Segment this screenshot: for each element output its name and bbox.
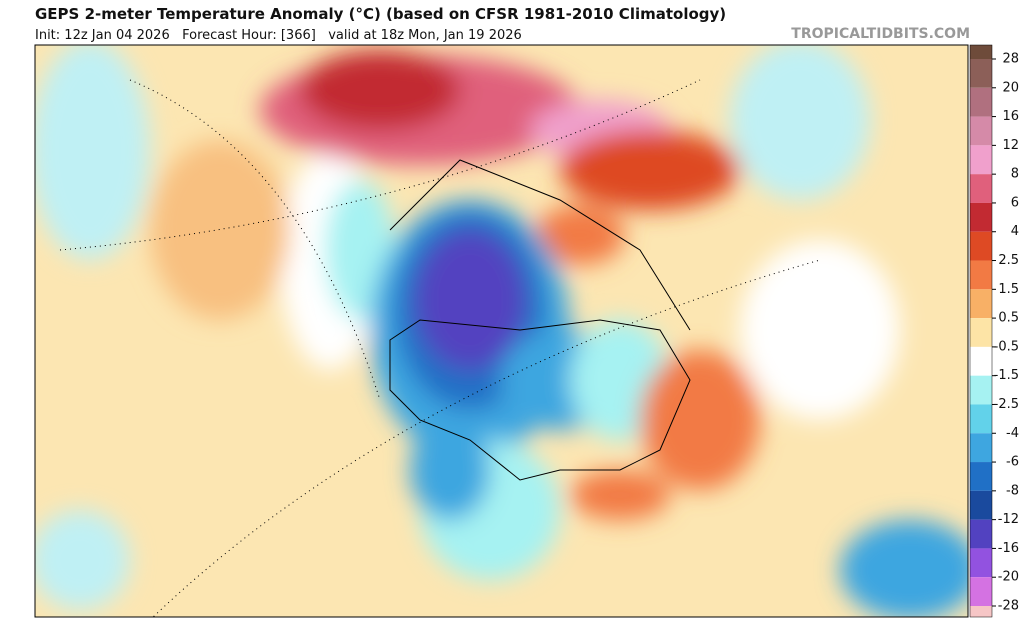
colorbar-label: 12: [1002, 138, 1019, 153]
title: GEPS 2-meter Temperature Anomaly (°C) (b…: [35, 5, 726, 23]
color-band: [970, 59, 992, 88]
color-band: [970, 433, 992, 463]
colorbar-label: -20: [998, 570, 1019, 585]
color-band: [970, 260, 992, 290]
colorbar-label: -1.5: [994, 368, 1019, 383]
color-band: [970, 577, 992, 606]
color-band: [970, 231, 992, 261]
colorbar-frame: [969, 44, 993, 618]
color-band: [970, 404, 992, 434]
colorbar-label: -4: [1006, 426, 1019, 441]
colorbar-label: 0.5: [998, 311, 1019, 326]
color-band: [970, 145, 992, 175]
map-frame: [34, 44, 969, 618]
color-band: [970, 318, 992, 347]
color-band: [970, 548, 992, 578]
colorbar-label: -6: [1006, 455, 1019, 470]
color-band: [970, 116, 992, 146]
color-band: [970, 490, 992, 520]
colorbar-label: -12: [998, 512, 1019, 527]
color-band: [970, 289, 992, 319]
colorbar-label: -28: [998, 599, 1019, 614]
color-band: [970, 87, 992, 117]
colorbar-label: 4: [1011, 224, 1019, 239]
color-band: [970, 174, 992, 203]
color-band: [970, 346, 992, 376]
colorbar-label: 28: [1002, 52, 1019, 67]
colorbar: 28 20 16 12 8 6 4 2.5 1.5 0.5 -0.5 -1.5 -2.5 -4 -6 -8 -1…: [969, 44, 1019, 618]
color-band: [970, 519, 992, 549]
colorbar-label: 20: [1002, 80, 1019, 95]
color-band: [970, 45, 992, 59]
colorbar-label: -8: [1006, 483, 1019, 498]
colorbar-label: 8: [1011, 167, 1019, 182]
colorbar-label: 6: [1011, 195, 1019, 210]
colorbar-label: 16: [1002, 109, 1019, 124]
colorbar-label: -2.5: [994, 397, 1019, 412]
colorbar-label: 1.5: [998, 282, 1019, 297]
color-band: [970, 606, 992, 617]
color-band: [970, 202, 992, 232]
colorbar-label: 2.5: [998, 253, 1019, 268]
color-band: [970, 375, 992, 405]
colorbar-label: -0.5: [994, 339, 1019, 354]
source: TROPICALTIDBITS.COM: [791, 26, 970, 42]
colorbar-label: -16: [998, 541, 1019, 556]
map: [35, 45, 968, 617]
color-band: [970, 462, 992, 491]
subtitle: Init: 12z Jan 04 2026 Forecast Hour: [36…: [35, 28, 522, 43]
